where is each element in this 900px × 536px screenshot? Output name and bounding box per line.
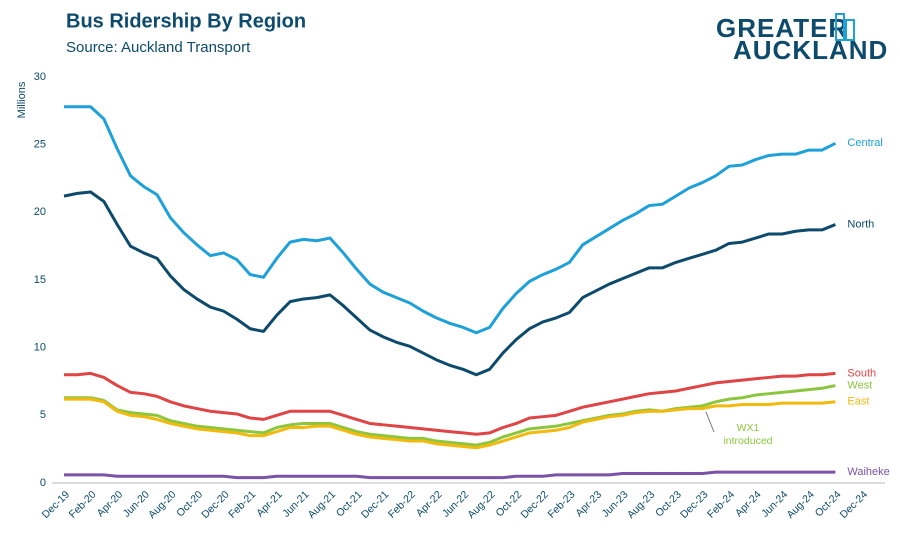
series-label: North: [847, 218, 874, 230]
y-tick-label: 20: [34, 206, 46, 218]
x-tick-label: Apr-21: [254, 488, 285, 519]
x-tick-label: Feb-23: [545, 488, 577, 520]
x-tick-label: Dec-20: [199, 488, 232, 521]
x-tick-label: Aug-21: [306, 488, 339, 521]
x-tick-label: Apr-23: [573, 488, 604, 519]
x-tick-label: Apr-24: [733, 488, 764, 519]
logo-text: GREATER: [716, 13, 848, 43]
x-tick-label: Feb-24: [705, 488, 737, 520]
chart-title: Bus Ridership By Region: [66, 10, 306, 32]
y-tick-label: 15: [34, 274, 46, 286]
y-axis-label: Millions: [16, 81, 28, 118]
x-tick-label: Feb-22: [386, 488, 418, 520]
logo-icon: [845, 19, 855, 41]
series-label: Waiheke: [847, 466, 889, 478]
y-tick-label: 5: [40, 409, 46, 421]
x-tick-label: Aug-20: [146, 488, 179, 521]
series-line: [64, 384, 836, 447]
series-line: [63, 190, 836, 377]
x-tick-label: Aug-22: [465, 488, 498, 521]
x-tick-label: Feb-21: [226, 488, 258, 520]
annotation-leader: [705, 411, 715, 433]
x-tick-label: Dec-19: [40, 488, 73, 521]
logo-text: AUCKLAND: [733, 35, 888, 65]
series-label: Central: [847, 137, 882, 149]
y-tick-label: 25: [34, 139, 46, 151]
x-tick-label: Aug-24: [784, 488, 817, 521]
logo-icon: [835, 13, 845, 41]
x-tick-label: Dec-21: [359, 488, 392, 521]
series-line: [64, 470, 836, 480]
x-tick-label: Dec-24: [838, 488, 871, 521]
x-tick-label: Apr-20: [95, 488, 126, 519]
x-tick-label: Dec-22: [518, 488, 551, 521]
annotation: WX1: [737, 422, 760, 434]
x-tick-label: Dec-23: [678, 488, 711, 521]
y-tick-label: 0: [40, 477, 46, 489]
series-line: [64, 371, 836, 436]
series-line: [64, 397, 836, 450]
series-line: [64, 105, 837, 335]
series-label: West: [847, 379, 872, 391]
x-tick-label: Feb-20: [67, 488, 99, 520]
annotation: introduced: [723, 435, 772, 447]
chart-subtitle: Source: Auckland Transport: [66, 39, 251, 56]
y-tick-label: 30: [34, 71, 46, 83]
x-tick-label: Apr-22: [414, 488, 445, 519]
x-tick-label: Aug-23: [625, 488, 658, 521]
y-tick-label: 10: [34, 342, 46, 354]
series-label: South: [847, 367, 876, 379]
logo: GREATER AUCKLAND: [716, 13, 888, 65]
series-label: East: [847, 396, 869, 408]
